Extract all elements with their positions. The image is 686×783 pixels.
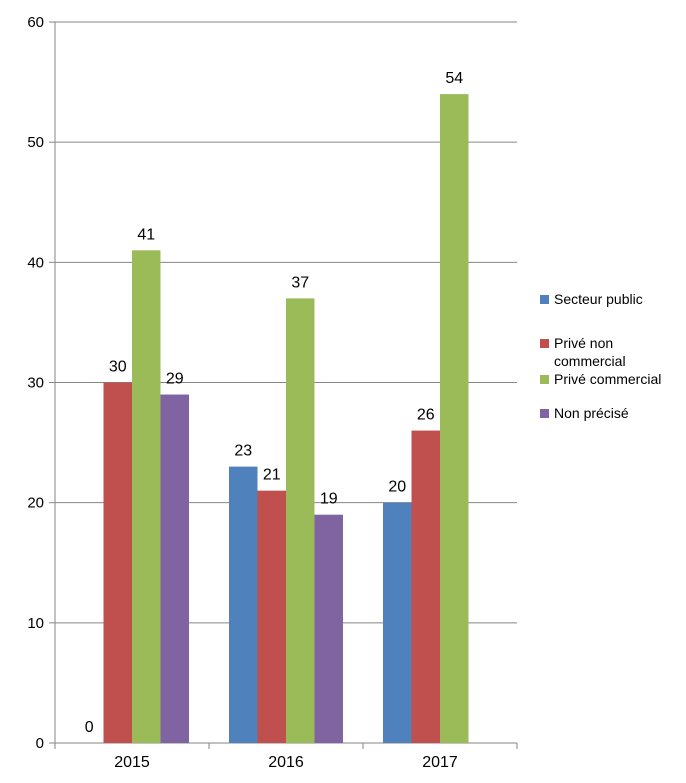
bar-2017-s1 (411, 430, 440, 743)
data-label-2017-s1: 26 (417, 407, 435, 424)
y-tick-label-30: 30 (27, 375, 44, 392)
y-tick-label-60: 60 (27, 14, 44, 31)
legend-label-prive-commercial: Privé commercial (554, 371, 662, 387)
bar-2017-s0 (383, 502, 412, 743)
data-label-2016-s2: 37 (291, 274, 309, 291)
x-tick-label-2015: 2015 (114, 754, 150, 771)
y-tick-label-50: 50 (27, 134, 44, 151)
data-label-2016-s0: 23 (234, 443, 252, 460)
legend-label-prive-non-commercial: Privé non commercial (554, 335, 626, 369)
x-tick-label-2017: 2017 (422, 754, 458, 771)
bar-2017-s2 (440, 94, 469, 744)
data-label-2015-s2: 41 (137, 226, 155, 243)
bar-2015-s3 (160, 394, 189, 743)
data-label-2016-s1: 21 (263, 467, 281, 484)
data-label-2016-s3: 19 (320, 491, 338, 508)
legend-item-prive-commercial: Privé commercial (540, 370, 686, 388)
data-label-2015-s1: 30 (109, 359, 127, 376)
y-tick-label-40: 40 (27, 254, 44, 271)
data-label-2017-s0: 20 (388, 479, 406, 496)
legend-item-non-precise: Non précisé (540, 404, 686, 422)
y-tick-label-0: 0 (36, 735, 44, 752)
data-label-2015-s0: 0 (85, 719, 94, 736)
legend-label-secteur-public: Secteur public (554, 291, 643, 307)
x-tick-label-2016: 2016 (268, 754, 304, 771)
chart-legend: Secteur public Privé non commercial Priv… (540, 290, 686, 421)
legend-item-prive-non-commercial: Privé non commercial (540, 334, 686, 370)
bar-2016-s0 (229, 466, 258, 743)
legend-item-secteur-public: Secteur public (540, 290, 686, 308)
legend-swatch-non-precise (540, 409, 549, 418)
bar-2016-s3 (314, 514, 343, 743)
bar-2016-s2 (286, 298, 315, 743)
legend-swatch-secteur-public (540, 295, 549, 304)
bar-2016-s1 (257, 490, 286, 743)
y-tick-label-10: 10 (27, 615, 44, 632)
data-label-2017-s2: 54 (445, 70, 463, 87)
bar-2015-s1 (103, 382, 132, 743)
bar-2015-s2 (132, 250, 161, 744)
legend-label-non-precise: Non précisé (554, 405, 629, 421)
legend-swatch-prive-non-commercial (540, 339, 549, 348)
legend-swatch-prive-commercial (540, 375, 549, 384)
data-label-2015-s3: 29 (166, 371, 184, 388)
y-tick-label-20: 20 (27, 495, 44, 512)
